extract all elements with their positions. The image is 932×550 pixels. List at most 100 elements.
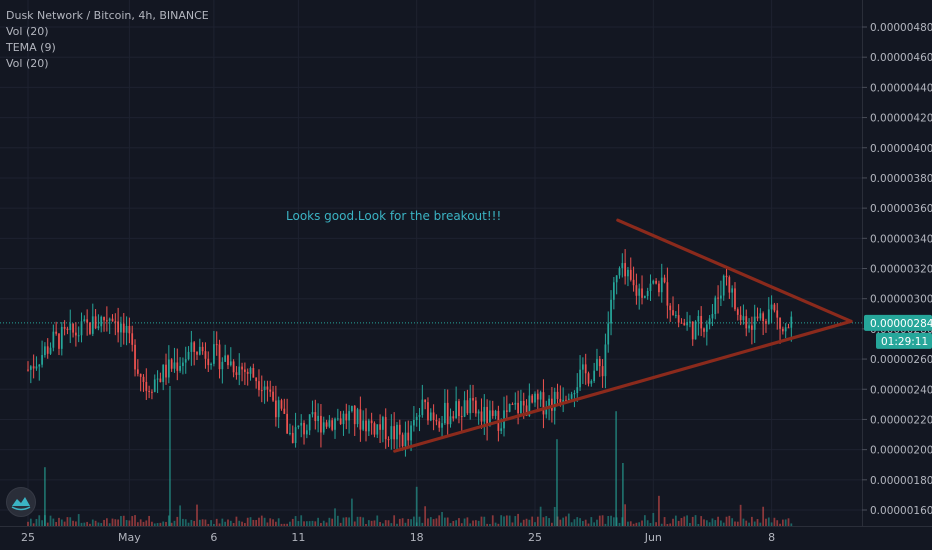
- candle-body: [266, 386, 269, 390]
- volume-bar: [142, 521, 145, 526]
- volume-bar: [314, 521, 317, 526]
- candle-body: [474, 400, 477, 414]
- volume-bar: [531, 516, 534, 526]
- volume-bar: [207, 523, 210, 526]
- volume-bar: [148, 515, 150, 526]
- candle-body: [548, 398, 550, 409]
- candle-body: [596, 358, 598, 371]
- indicator-vol-1[interactable]: Vol (20): [6, 25, 49, 38]
- candle-body: [579, 369, 581, 388]
- volume-spike: [169, 386, 171, 526]
- volume-bar: [587, 523, 590, 526]
- volume-spike: [415, 486, 418, 526]
- volume-bar: [424, 506, 427, 526]
- candle-body: [612, 282, 615, 300]
- volume-bar: [173, 520, 176, 526]
- volume-bar: [201, 519, 204, 526]
- volume-bar: [63, 521, 66, 526]
- candle-body: [779, 317, 781, 329]
- trendlines: [393, 218, 853, 453]
- candle-body: [83, 319, 86, 322]
- symbol-title[interactable]: Dusk Network / Bitcoin, 4h, BINANCE: [6, 9, 209, 22]
- volume-bar: [218, 523, 221, 526]
- price-axis[interactable]: 0.00000480 0.00000460 0.00000440 0.00000420…: [862, 22, 932, 517]
- candle-body: [776, 310, 779, 318]
- volume-bar: [379, 522, 381, 526]
- candle-body: [424, 399, 427, 403]
- candle-body: [128, 325, 131, 334]
- x-tick-label: May: [118, 531, 141, 544]
- current-price-label: 0.00000284: [870, 318, 932, 330]
- time-axis[interactable]: 25 May 6 11 18 25 Jun 8: [21, 531, 775, 544]
- candle-body: [218, 344, 221, 370]
- volume-bar: [35, 518, 38, 526]
- candle-body: [244, 369, 246, 372]
- candle-body: [201, 346, 204, 352]
- volume-bar: [86, 521, 89, 526]
- candle-body: [511, 403, 514, 405]
- volume-bar: [244, 523, 246, 526]
- volume-bar: [339, 522, 342, 526]
- y-tick-label: 0.00000220: [870, 414, 932, 426]
- candle-body: [184, 359, 187, 363]
- volume-bar: [627, 521, 629, 526]
- candle-body: [148, 390, 150, 392]
- tradingview-logo-icon: [6, 487, 36, 517]
- volume-bar: [193, 520, 196, 526]
- volume-bar: [382, 523, 384, 526]
- volume-bar: [336, 515, 339, 526]
- volume-bar: [429, 517, 432, 526]
- volume-bar: [266, 522, 269, 526]
- candle-body: [728, 277, 731, 293]
- candle-body: [342, 413, 345, 425]
- candle-body: [500, 428, 503, 431]
- volume-bar: [672, 518, 674, 526]
- candle-body: [151, 391, 153, 393]
- candle-body: [525, 405, 528, 416]
- indicator-vol-2[interactable]: Vol (20): [6, 57, 49, 70]
- candle-body: [756, 316, 759, 319]
- candle-body: [736, 309, 739, 315]
- volume-bar: [418, 516, 421, 526]
- volume-bar: [573, 519, 576, 526]
- volume-bar: [359, 516, 362, 526]
- candle-body: [582, 364, 584, 370]
- volume-bar: [765, 518, 767, 526]
- candle-body: [787, 327, 790, 329]
- candle-body: [103, 316, 105, 321]
- volume-bar: [469, 523, 472, 526]
- candle-body: [559, 398, 562, 404]
- volume-bar: [624, 504, 627, 526]
- candle-body: [722, 275, 725, 296]
- candle-body: [655, 280, 657, 284]
- volume-bar: [297, 521, 300, 526]
- volume-spike: [622, 463, 624, 526]
- volume-bar: [477, 520, 480, 526]
- candle-body: [120, 323, 122, 333]
- candle-body: [162, 364, 165, 383]
- candle-body: [714, 297, 717, 315]
- indicator-tema[interactable]: TEMA (9): [6, 41, 56, 54]
- volume-bar: [182, 518, 184, 526]
- volume-bar: [294, 516, 297, 526]
- volume-bar: [89, 523, 91, 526]
- candle-body: [601, 366, 604, 377]
- volume-bar: [545, 516, 548, 526]
- volume-bar: [582, 521, 584, 526]
- volume-bar: [500, 515, 503, 526]
- candle-body: [593, 370, 596, 381]
- volume-bar: [404, 522, 407, 526]
- candle-body: [108, 318, 111, 321]
- volume-bar: [328, 517, 331, 526]
- candle-body: [438, 421, 441, 428]
- volume-bar: [365, 523, 367, 526]
- volume-bar: [770, 522, 773, 526]
- volume-bar: [443, 517, 446, 526]
- volume-bar: [274, 521, 277, 526]
- candle-body: [689, 321, 691, 323]
- volume-bar: [108, 523, 111, 526]
- candle-body: [720, 295, 722, 299]
- candle-body: [77, 335, 80, 337]
- volume-bar: [773, 517, 776, 526]
